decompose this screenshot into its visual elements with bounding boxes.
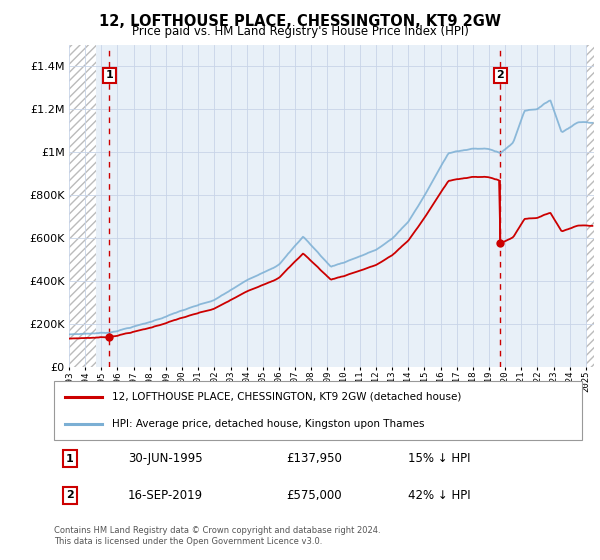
Text: 2: 2	[66, 490, 74, 500]
Text: £137,950: £137,950	[286, 452, 342, 465]
FancyBboxPatch shape	[54, 381, 582, 440]
Text: 1: 1	[106, 71, 113, 81]
Text: 2: 2	[497, 71, 505, 81]
Text: 15% ↓ HPI: 15% ↓ HPI	[408, 452, 470, 465]
Text: 12, LOFTHOUSE PLACE, CHESSINGTON, KT9 2GW (detached house): 12, LOFTHOUSE PLACE, CHESSINGTON, KT9 2G…	[112, 391, 461, 402]
Text: HPI: Average price, detached house, Kingston upon Thames: HPI: Average price, detached house, King…	[112, 419, 425, 429]
Bar	[586, 45, 594, 367]
Text: 16-SEP-2019: 16-SEP-2019	[128, 489, 203, 502]
Text: £575,000: £575,000	[286, 489, 342, 502]
Text: 12, LOFTHOUSE PLACE, CHESSINGTON, KT9 2GW: 12, LOFTHOUSE PLACE, CHESSINGTON, KT9 2G…	[99, 14, 501, 29]
Text: Price paid vs. HM Land Registry's House Price Index (HPI): Price paid vs. HM Land Registry's House …	[131, 25, 469, 38]
Bar	[69, 45, 97, 367]
Text: 1: 1	[66, 454, 74, 464]
Text: 42% ↓ HPI: 42% ↓ HPI	[408, 489, 470, 502]
Text: Contains HM Land Registry data © Crown copyright and database right 2024.
This d: Contains HM Land Registry data © Crown c…	[54, 526, 380, 546]
Text: 30-JUN-1995: 30-JUN-1995	[128, 452, 203, 465]
